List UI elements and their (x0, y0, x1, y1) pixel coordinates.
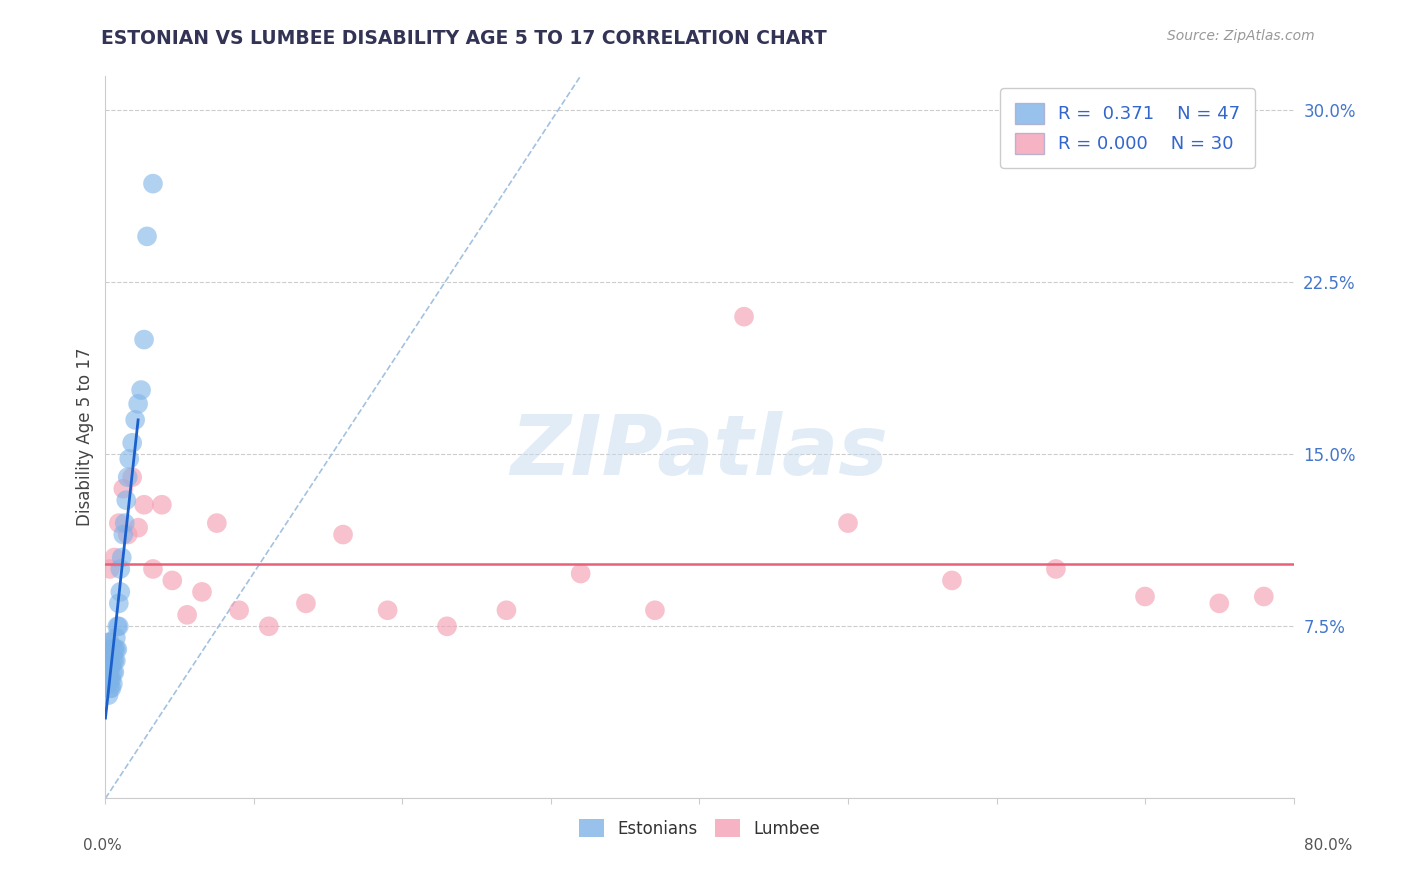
Point (97, 688, 120, 702)
Point (104, 642, 127, 657)
Point (98, 562, 121, 576)
Point (101, 676, 124, 690)
Point (377, 603, 399, 617)
Point (96, 642, 118, 657)
Point (104, 654, 127, 668)
Point (1208, 596, 1230, 610)
Point (105, 642, 128, 657)
Point (644, 603, 666, 617)
Point (1253, 590, 1275, 604)
Point (98, 681, 121, 696)
Point (112, 482, 135, 496)
Point (436, 619, 458, 633)
Point (295, 596, 318, 610)
Point (191, 585, 214, 599)
Point (495, 603, 517, 617)
Point (941, 574, 963, 588)
Point (1133, 590, 1156, 604)
Point (98, 635, 121, 649)
Point (117, 527, 139, 541)
Point (129, 383, 152, 397)
Point (103, 642, 125, 657)
Point (112, 527, 135, 541)
Point (124, 413, 146, 427)
Point (96, 654, 118, 668)
Point (162, 574, 184, 588)
Point (132, 333, 155, 347)
Point (103, 654, 125, 668)
Point (98, 672, 121, 686)
Point (127, 397, 149, 411)
Point (115, 493, 138, 508)
Y-axis label: Disability Age 5 to 17: Disability Age 5 to 17 (76, 348, 94, 526)
Point (121, 470, 143, 484)
Point (108, 516, 131, 530)
Point (98, 654, 121, 668)
Point (100, 681, 122, 696)
Point (101, 642, 124, 657)
Point (104, 631, 127, 645)
Legend: Estonians, Lumbee: Estonians, Lumbee (572, 813, 827, 844)
Point (118, 451, 141, 466)
Point (569, 566, 592, 581)
Point (97, 676, 120, 690)
Point (101, 665, 124, 680)
Point (127, 521, 149, 535)
Point (105, 619, 128, 633)
Point (111, 550, 134, 565)
Point (142, 562, 165, 576)
Point (110, 562, 132, 576)
Point (103, 550, 125, 565)
Point (132, 498, 155, 512)
Text: 80.0%: 80.0% (1305, 838, 1353, 853)
Point (100, 672, 122, 686)
Point (98, 663, 121, 677)
Point (97, 665, 120, 680)
Point (205, 516, 228, 530)
Point (176, 607, 198, 622)
Point (97, 654, 120, 668)
Point (101, 654, 124, 668)
Point (142, 177, 165, 191)
Point (837, 516, 859, 530)
Point (114, 516, 136, 530)
Point (228, 603, 250, 617)
Point (1045, 562, 1067, 576)
Point (110, 585, 132, 599)
Point (103, 665, 125, 680)
Text: Source: ZipAtlas.com: Source: ZipAtlas.com (1167, 29, 1315, 43)
Point (108, 619, 131, 633)
Text: 0.0%: 0.0% (83, 838, 122, 853)
Point (97, 635, 120, 649)
Point (150, 498, 173, 512)
Point (257, 619, 280, 633)
Point (96, 665, 118, 680)
Text: ESTONIAN VS LUMBEE DISABILITY AGE 5 TO 17 CORRELATION CHART: ESTONIAN VS LUMBEE DISABILITY AGE 5 TO 1… (101, 29, 827, 47)
Text: ZIPatlas: ZIPatlas (510, 411, 889, 492)
Point (100, 649, 122, 664)
Point (100, 658, 122, 673)
Point (733, 310, 755, 324)
Point (136, 229, 159, 244)
Point (108, 596, 131, 610)
Point (96, 676, 118, 690)
Point (332, 527, 354, 541)
Point (121, 435, 143, 450)
Point (117, 470, 139, 484)
